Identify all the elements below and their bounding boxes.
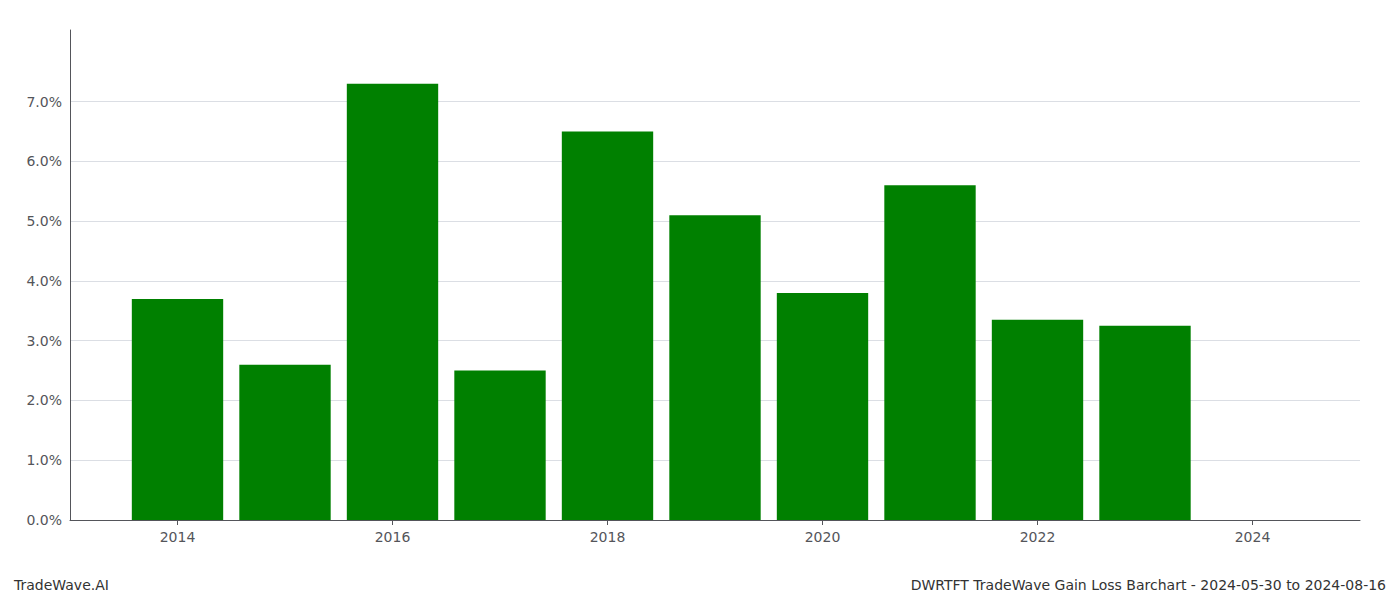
svg-text:DWRTFT TradeWave Gain Loss Bar: DWRTFT TradeWave Gain Loss Barchart - 20… <box>911 577 1386 593</box>
svg-text:7.0%: 7.0% <box>26 94 62 110</box>
svg-text:2020: 2020 <box>805 529 841 545</box>
svg-text:4.0%: 4.0% <box>26 273 62 289</box>
svg-text:2022: 2022 <box>1020 529 1056 545</box>
svg-text:5.0%: 5.0% <box>26 213 62 229</box>
svg-text:2018: 2018 <box>590 529 626 545</box>
svg-text:TradeWave.AI: TradeWave.AI <box>13 577 109 593</box>
svg-text:1.0%: 1.0% <box>26 452 62 468</box>
svg-text:2.0%: 2.0% <box>26 392 62 408</box>
svg-text:3.0%: 3.0% <box>26 333 62 349</box>
svg-text:2014: 2014 <box>160 529 196 545</box>
svg-text:2016: 2016 <box>375 529 411 545</box>
svg-text:0.0%: 0.0% <box>26 512 62 528</box>
svg-text:6.0%: 6.0% <box>26 153 62 169</box>
svg-text:2024: 2024 <box>1235 529 1271 545</box>
